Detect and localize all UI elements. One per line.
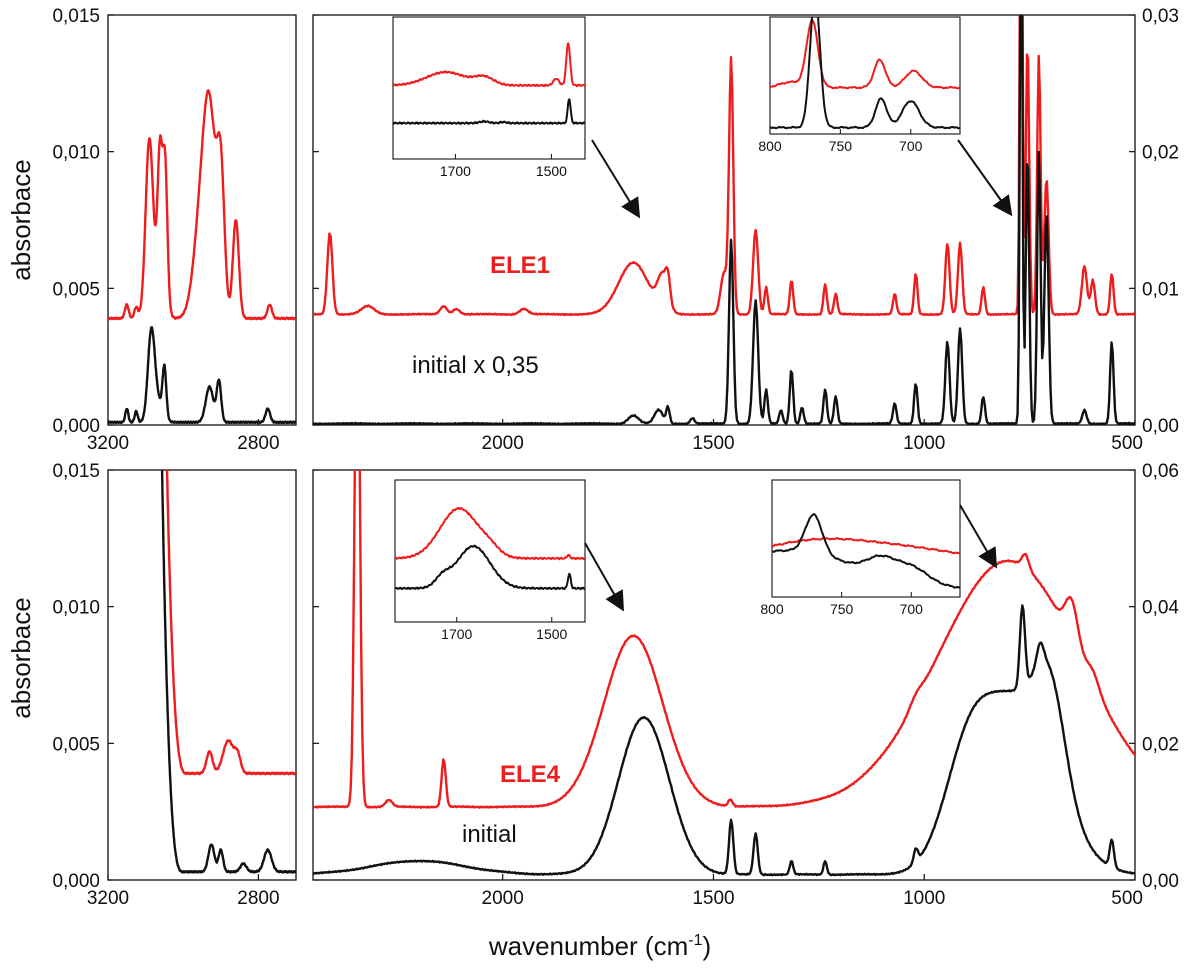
x-tick-label: 2000: [482, 433, 524, 454]
inset-x-tick-label: 700: [900, 601, 924, 617]
inset-x-tick-label: 750: [829, 138, 853, 154]
inset-frame: [394, 479, 586, 623]
y-tick-label: 0,005: [52, 734, 100, 755]
inset-frame: [771, 479, 961, 598]
x-axis-title: wavenumber (cm-1): [488, 931, 711, 961]
y-tick-label: 0,015: [52, 461, 100, 482]
arrow-inset-bottom-1: [584, 542, 624, 612]
inset-series-line: [393, 42, 585, 88]
inset-x-tick-label: 1700: [440, 163, 471, 179]
y-tick-label: 0,010: [52, 143, 100, 164]
panel-top-left: 3200 2800 0,000 0,005 0,010 0,015 absorbace: [6, 6, 297, 454]
inset-frame: [769, 16, 961, 135]
inset-bottom-left-zoom: 1700 1500: [394, 479, 586, 642]
y-tick-label: 0,00: [1142, 871, 1179, 892]
series-line-ele4: [313, 470, 1135, 809]
inset-series-line: [772, 537, 960, 555]
y-tick-label: 0,00: [1142, 416, 1179, 437]
x-tick-label: 1500: [692, 888, 734, 909]
series-line-ele1: [108, 89, 296, 321]
inset-top-right-zoom: 800 750 700: [758, 16, 961, 154]
panel-top-left-plot: 3200 2800 0,000 0,005 0,010 0,015: [52, 6, 296, 454]
inset-series-line: [395, 544, 585, 591]
inset-x-tick-label: 1700: [441, 626, 472, 642]
panel-bottom-left-frame: [107, 469, 297, 881]
inset-top-left-zoom: 1700 1500: [392, 16, 586, 179]
series-label-initial: initial: [462, 821, 517, 848]
series-line-ele1: [313, 15, 1135, 317]
y-tick-label: 0,04: [1142, 598, 1179, 619]
inset-series-line: [393, 98, 585, 125]
y-axis-title-top: absorbace: [6, 159, 36, 280]
inset-frame: [392, 16, 586, 160]
x-tick-label: 3200: [87, 433, 129, 454]
inset-series-line: [395, 506, 585, 561]
y-tick-label: 0,03: [1142, 6, 1179, 27]
y-tick-label: 0,02: [1142, 143, 1179, 164]
inset-x-tick-label: 1500: [536, 626, 567, 642]
x-axis-title-sup: -1: [688, 932, 702, 949]
panel-bottom-left: 3200 2800 0,000 0,005 0,010 0,015 absorbace: [6, 461, 297, 909]
series-label-initial-scaled: initial x 0,35: [412, 352, 539, 379]
inset-bottom-right-zoom: 800 750 700: [760, 479, 961, 617]
x-tick-label: 500: [1111, 888, 1143, 909]
x-tick-label: 2000: [482, 888, 524, 909]
arrow-inset-top-1: [591, 139, 641, 219]
inset-series-line: [770, 19, 960, 90]
series-line-initial: [160, 470, 296, 874]
panel-top-left-frame: [107, 14, 297, 426]
panel-top-right-frame: [312, 14, 1136, 426]
inset-x-tick-label: 800: [760, 601, 784, 617]
x-tick-label: 2800: [237, 888, 279, 909]
inset-x-tick-label: 800: [758, 138, 782, 154]
x-tick-label: 1000: [903, 888, 945, 909]
y-tick-label: 0,01: [1142, 279, 1179, 300]
panel-bottom-right-frame: [312, 469, 1136, 881]
x-tick-label: 3200: [87, 888, 129, 909]
arrow-inset-bottom-2: [959, 504, 998, 569]
x-axis-title-main: wavenumber (cm: [488, 931, 688, 961]
inset-x-tick-label: 750: [830, 601, 854, 617]
x-tick-label: 2800: [237, 433, 279, 454]
series-line-initial: [313, 604, 1135, 877]
y-axis-title-bottom: absorbace: [6, 597, 36, 718]
x-axis-title-end: ): [702, 931, 711, 961]
y-tick-label: 0,02: [1142, 734, 1179, 755]
series-line-initial-x-0-35: [108, 326, 296, 425]
inset-series-line: [770, 17, 960, 130]
arrow-inset-top-2: [957, 139, 1013, 217]
series-line-ele4: [165, 470, 296, 776]
panel-bottom-left-plot: 3200 2800 0,000 0,005 0,010 0,015: [52, 461, 296, 909]
y-tick-label: 0,06: [1142, 461, 1179, 482]
inset-x-tick-label: 700: [899, 138, 923, 154]
x-tick-label: 1000: [903, 433, 945, 454]
inset-series-line: [772, 513, 960, 589]
y-tick-label: 0,000: [52, 416, 100, 437]
series-line-initial-x-0-35: [313, 15, 1135, 425]
y-tick-label: 0,010: [52, 598, 100, 619]
series-label-ele1: ELE1: [490, 252, 550, 279]
y-tick-label: 0,015: [52, 6, 100, 27]
y-tick-label: 0,005: [52, 279, 100, 300]
y-tick-label: 0,000: [52, 871, 100, 892]
series-label-ele4: ELE4: [500, 761, 561, 788]
x-tick-label: 1500: [692, 433, 734, 454]
inset-x-tick-label: 1500: [536, 163, 567, 179]
x-tick-label: 500: [1111, 433, 1143, 454]
